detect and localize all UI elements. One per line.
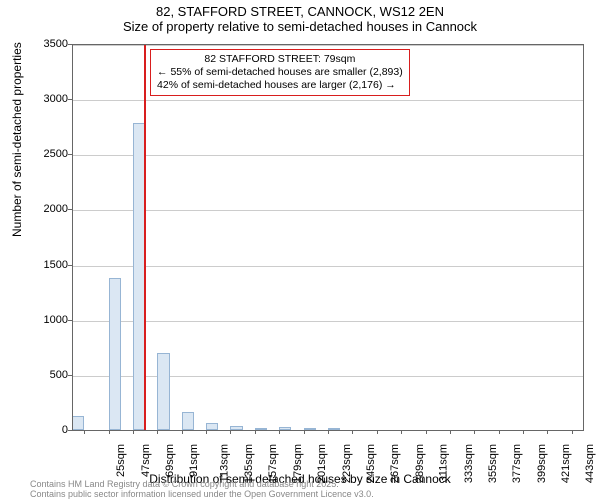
title-line-2: Size of property relative to semi-detach… — [0, 19, 600, 34]
x-tick-label: 289sqm — [414, 444, 426, 483]
gridline — [72, 321, 583, 322]
x-tick-label: 267sqm — [390, 444, 402, 483]
plot-area: 82 STAFFORD STREET: 79sqm← 55% of semi-d… — [72, 44, 584, 430]
x-tick-label: 179sqm — [292, 444, 304, 483]
gridline — [72, 266, 583, 267]
histogram-chart: 82, STAFFORD STREET, CANNOCK, WS12 2EN S… — [0, 0, 600, 500]
gridline — [72, 155, 583, 156]
x-tick-label: 201sqm — [316, 444, 328, 483]
gridline — [72, 100, 583, 101]
y-tick-label: 2000 — [8, 203, 68, 215]
x-axis — [72, 430, 584, 431]
footer-line-2: Contains public sector information licen… — [30, 490, 374, 500]
x-tick-label: 91sqm — [188, 444, 200, 477]
y-axis — [72, 44, 73, 430]
x-tick-label: 223sqm — [341, 444, 353, 483]
x-tick-label: 113sqm — [218, 444, 230, 482]
histogram-bar — [206, 423, 218, 430]
x-tick-label: 377sqm — [511, 444, 523, 483]
x-tick-label: 399sqm — [536, 444, 548, 483]
title-line-1: 82, STAFFORD STREET, CANNOCK, WS12 2EN — [0, 4, 600, 19]
gridline — [72, 210, 583, 211]
attribution-footer: Contains HM Land Registry data © Crown c… — [30, 480, 374, 500]
x-tick-label: 25sqm — [115, 444, 127, 477]
x-tick-label: 157sqm — [268, 444, 280, 483]
gridline — [72, 45, 583, 46]
x-tick-label: 69sqm — [164, 444, 176, 477]
y-tick-label: 3500 — [8, 38, 68, 50]
y-tick-label: 1500 — [8, 259, 68, 271]
x-tick-label: 355sqm — [487, 444, 499, 483]
x-tick-label: 443sqm — [585, 444, 597, 483]
histogram-bar — [157, 353, 169, 430]
x-tick-label: 333sqm — [463, 444, 475, 483]
histogram-bar — [72, 416, 84, 430]
annotation-box: 82 STAFFORD STREET: 79sqm← 55% of semi-d… — [150, 49, 410, 96]
y-tick-label: 3000 — [8, 93, 68, 105]
reference-line — [144, 45, 146, 430]
histogram-bar — [182, 412, 194, 430]
gridline — [72, 376, 583, 377]
y-tick-label: 0 — [8, 424, 68, 436]
annotation-line: 82 STAFFORD STREET: 79sqm — [157, 53, 403, 66]
x-tick-label: 311sqm — [437, 444, 449, 482]
chart-title: 82, STAFFORD STREET, CANNOCK, WS12 2EN S… — [0, 4, 600, 34]
x-tick-label: 421sqm — [560, 444, 572, 483]
x-tick-label: 245sqm — [365, 444, 377, 483]
y-tick-label: 2500 — [8, 148, 68, 160]
y-tick-label: 500 — [8, 369, 68, 381]
y-tick-label: 1000 — [8, 314, 68, 326]
annotation-line: 42% of semi-detached houses are larger (… — [157, 79, 403, 92]
annotation-line: ← 55% of semi-detached houses are smalle… — [157, 66, 403, 79]
histogram-bar — [109, 278, 121, 430]
x-tick-label: 135sqm — [243, 444, 255, 483]
x-tick-label: 47sqm — [140, 444, 152, 477]
